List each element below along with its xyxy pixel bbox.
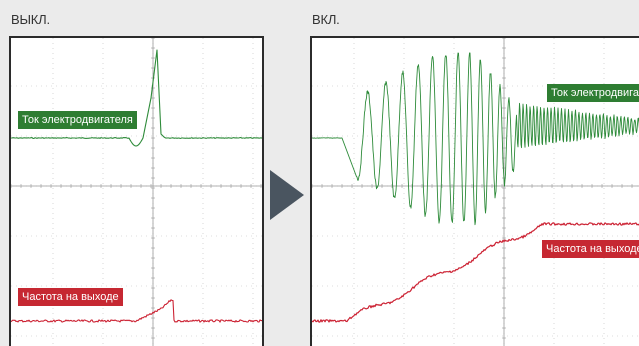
play-arrow-icon (270, 170, 304, 220)
caption-on: ВКЛ. (312, 12, 340, 27)
motor-current-trace-off (11, 49, 262, 147)
scope-grid (11, 38, 262, 346)
label-output-frequency-on: Частота на выходе (542, 240, 639, 258)
label-output-frequency-off: Частота на выходе (18, 288, 123, 306)
label-motor-current-on: Ток электродвигателя (547, 84, 639, 102)
oscilloscope-panel-off: Ток электродвигателя Частота на выходе (9, 36, 264, 346)
oscilloscope-screen-on (312, 38, 639, 346)
oscilloscope-panel-on: Ток электродвигателя Частота на выходе (310, 36, 639, 346)
output-frequency-trace-on (312, 222, 639, 323)
motor-current-trace-on (312, 52, 639, 226)
caption-off: ВЫКЛ. (11, 12, 50, 27)
label-motor-current-off: Ток электродвигателя (18, 111, 137, 129)
oscilloscope-screen-off (11, 38, 262, 346)
output-frequency-trace-off (11, 299, 262, 323)
